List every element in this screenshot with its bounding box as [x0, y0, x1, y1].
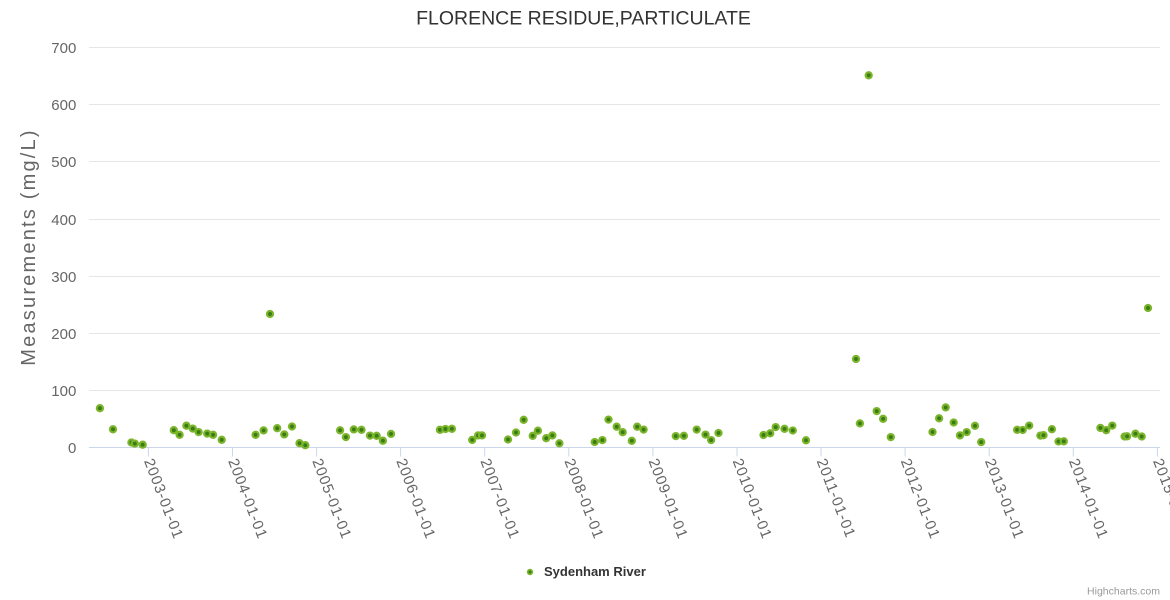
- svg-text:100: 100: [51, 383, 76, 400]
- svg-text:200: 200: [51, 326, 76, 343]
- svg-text:Highcharts.com: Highcharts.com: [1087, 586, 1160, 598]
- svg-text:400: 400: [51, 212, 76, 229]
- svg-text:Measurements (mg/L): Measurements (mg/L): [18, 128, 40, 365]
- svg-text:600: 600: [51, 97, 76, 114]
- svg-text:Sydenham River: Sydenham River: [544, 564, 646, 579]
- svg-text:700: 700: [51, 40, 76, 57]
- svg-text:FLORENCE RESIDUE,PARTICULATE: FLORENCE RESIDUE,PARTICULATE: [416, 8, 751, 30]
- svg-text:300: 300: [51, 269, 76, 286]
- svg-text:500: 500: [51, 154, 76, 171]
- svg-text:0: 0: [68, 440, 76, 457]
